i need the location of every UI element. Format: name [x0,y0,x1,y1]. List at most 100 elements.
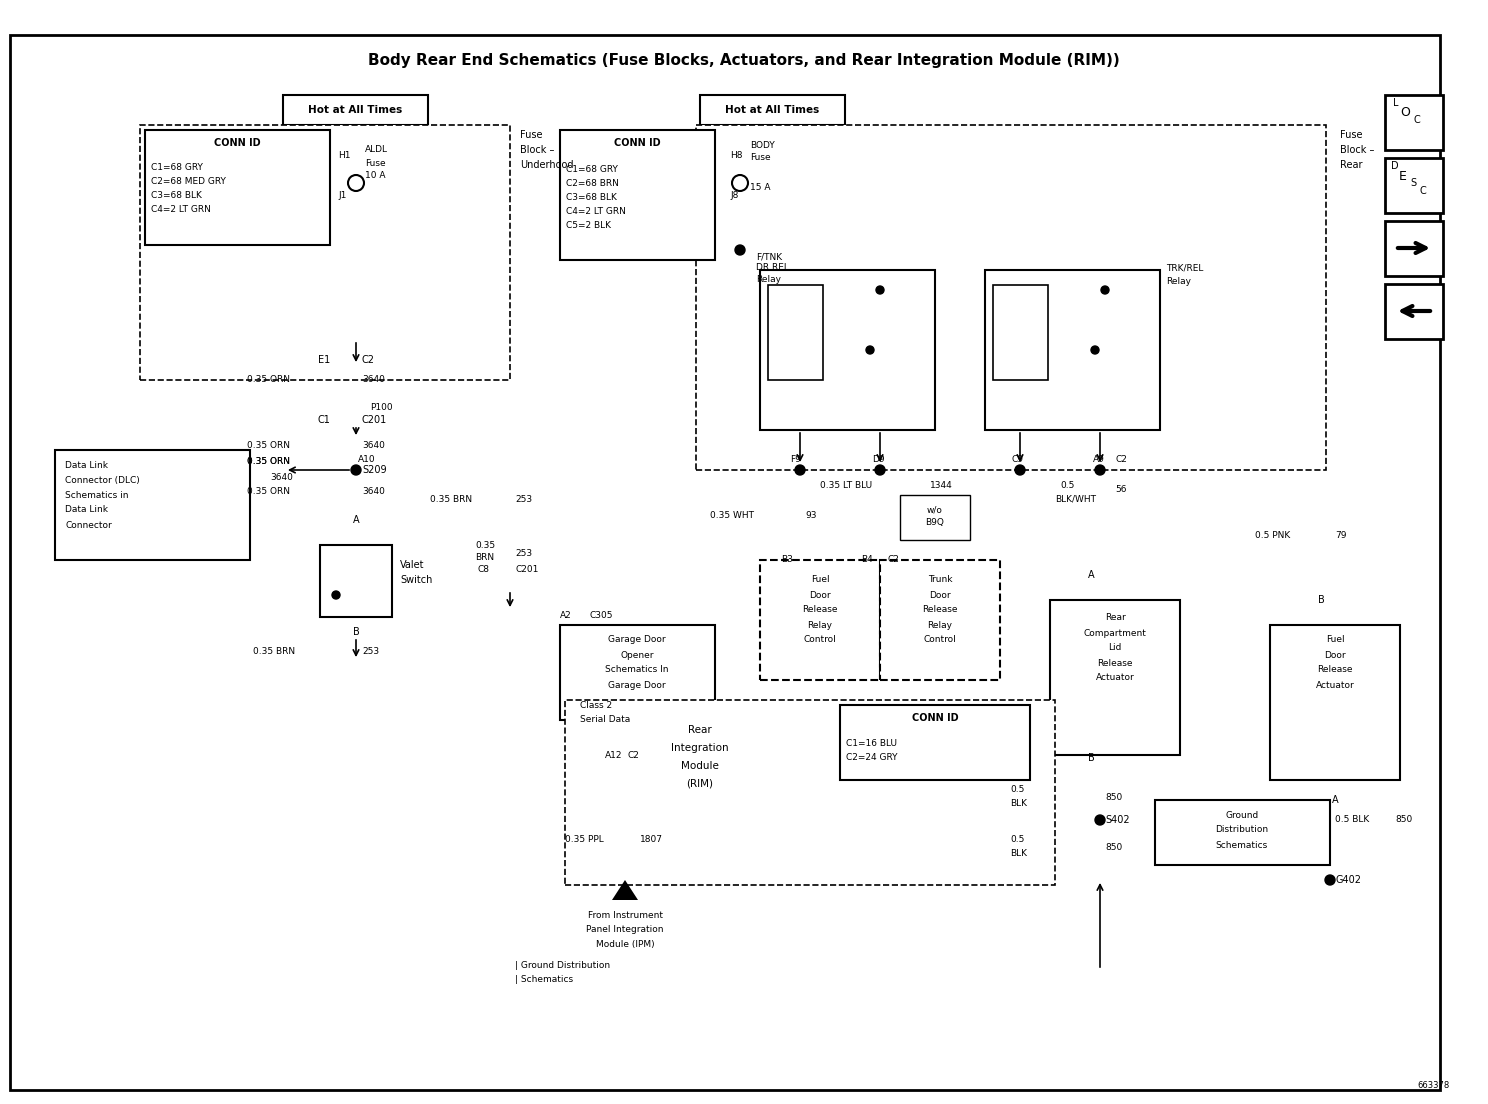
Text: Lid: Lid [1109,644,1122,652]
Bar [1269,625,1400,781]
Bar [559,625,716,720]
Text: BODY: BODY [750,140,775,149]
Text: F/TNK: F/TNK [756,253,783,262]
Bar [1385,158,1443,213]
Bar [768,285,823,380]
Text: B9Q: B9Q [926,519,945,528]
Text: From Instrument: From Instrument [588,911,662,920]
Text: 0.5: 0.5 [1010,836,1024,845]
Text: Switch: Switch [400,575,433,585]
Text: 3640: 3640 [362,375,385,384]
Text: Rear: Rear [1341,160,1363,170]
Text: S209: S209 [362,465,387,475]
Text: 0.5: 0.5 [1010,786,1024,795]
Text: Serial Data: Serial Data [580,715,631,724]
Bar [985,270,1161,429]
Text: Release: Release [923,605,958,615]
Text: CONN ID: CONN ID [214,138,260,148]
Text: C5=2 BLK: C5=2 BLK [565,221,612,230]
Text: 1807: 1807 [640,836,664,845]
Text: 253: 253 [362,648,379,657]
Bar [283,95,429,125]
Text: | Ground Distribution: | Ground Distribution [515,960,610,969]
Text: 850: 850 [1106,842,1122,851]
Text: C4=2 LT GRN: C4=2 LT GRN [565,206,626,215]
Bar [1155,800,1330,866]
Text: 0.5 PNK: 0.5 PNK [1254,531,1290,540]
Text: Relay: Relay [808,620,832,629]
Text: Trunk: Trunk [927,575,952,584]
Bar [699,95,845,125]
Text: ALDL: ALDL [365,146,388,155]
Text: C2: C2 [888,555,900,564]
Bar [841,705,1030,781]
Text: 253: 253 [515,549,533,558]
Text: P100: P100 [371,403,393,413]
Text: DR REL: DR REL [756,264,789,273]
Text: Connector: Connector [65,520,112,530]
Text: H8: H8 [731,150,743,159]
Text: 3640: 3640 [362,488,385,497]
Text: J8: J8 [731,191,738,200]
Polygon shape [612,880,638,900]
Text: C1=68 GRY: C1=68 GRY [565,164,618,173]
Text: Compartment: Compartment [1083,628,1146,637]
Text: Schematics In: Schematics In [606,666,668,675]
Text: Relay: Relay [756,275,781,284]
Text: B: B [1318,595,1324,605]
Text: w/o: w/o [927,506,943,514]
Text: Integration: Integration [671,743,729,753]
Text: C1=68 GRY: C1=68 GRY [150,162,202,171]
Circle shape [1101,286,1109,294]
Text: Release: Release [1317,666,1353,675]
Text: CONN ID: CONN ID [912,713,958,723]
Text: Body Rear End Schematics (Fuse Blocks, Actuators, and Rear Integration Module (R: Body Rear End Schematics (Fuse Blocks, A… [368,53,1120,67]
Circle shape [332,591,339,599]
Text: 0.35 PPL: 0.35 PPL [565,836,604,845]
Text: B: B [1088,753,1095,763]
Text: S: S [1411,178,1417,188]
Text: C: C [1414,115,1420,125]
Text: 3640: 3640 [269,474,293,482]
Text: 10 A: 10 A [365,171,385,180]
Text: D9: D9 [872,456,885,465]
Text: Garage Door: Garage Door [609,680,665,690]
Bar [140,125,510,380]
Text: Module: Module [682,761,719,771]
Bar [320,545,391,617]
Text: 0.35 ORN: 0.35 ORN [247,457,290,467]
Text: 93: 93 [805,510,817,520]
Circle shape [875,465,885,475]
Text: BLK/WHT: BLK/WHT [1055,495,1097,503]
Text: Fuel: Fuel [1326,636,1344,645]
Text: C3=68 BLK: C3=68 BLK [150,191,202,200]
Text: Opener: Opener [620,650,653,659]
Text: Actuator: Actuator [1095,673,1134,682]
Circle shape [351,465,362,475]
Text: C2=24 GRY: C2=24 GRY [847,754,897,763]
Text: 0.35 LT BLU: 0.35 LT BLU [820,480,872,489]
Text: BLK: BLK [1010,798,1027,807]
Bar [1385,221,1443,276]
Text: 0.35: 0.35 [475,541,496,550]
Text: Fuse: Fuse [365,159,385,168]
Text: C: C [1420,185,1427,197]
Text: C2=68 MED GRY: C2=68 MED GRY [150,177,226,185]
Text: Ground: Ground [1226,810,1259,819]
Text: 0.5: 0.5 [1059,480,1074,489]
Circle shape [795,465,805,475]
Text: A12: A12 [604,751,622,760]
Bar [1385,95,1443,150]
Text: Door: Door [809,591,830,599]
Text: BRN: BRN [475,553,494,563]
Text: Fuel: Fuel [811,575,829,584]
Text: D: D [1391,161,1399,171]
Text: J1: J1 [338,191,347,200]
Text: Door: Door [929,591,951,599]
Text: 850: 850 [1106,793,1122,802]
Text: Valet: Valet [400,560,424,570]
Text: Data Link: Data Link [65,506,109,514]
Circle shape [866,346,873,354]
Text: Block –: Block – [1341,145,1375,155]
Text: Rear: Rear [1104,614,1125,623]
